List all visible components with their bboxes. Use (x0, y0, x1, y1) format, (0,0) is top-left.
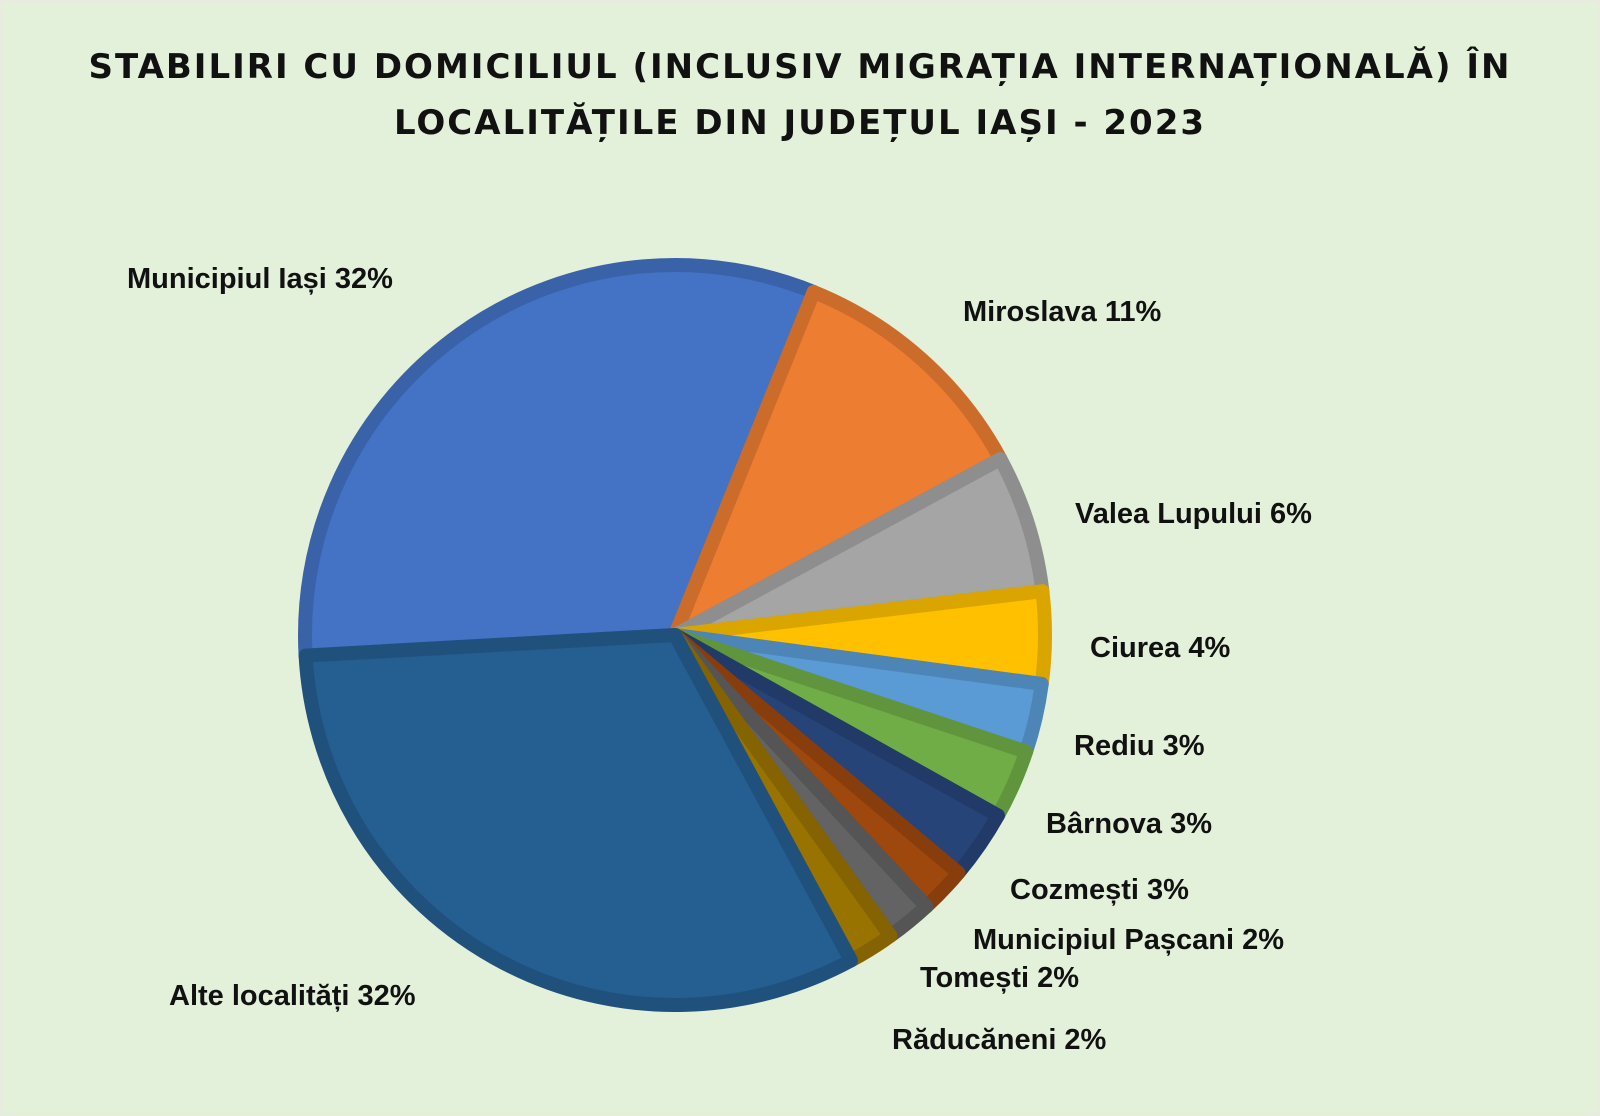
pie-label-1: Municipiul Iași 32% (127, 263, 393, 295)
chart-title: STABILIRI CU DOMICILIUL (INCLUSIV MIGRAȚ… (3, 39, 1597, 151)
pie-labels: Municipiul Iași 32% Miroslava 11% Valea Lu… (127, 263, 1312, 1056)
pie-label-7: Cozmești 3% (1010, 874, 1189, 906)
pie-chart: Municipiul Iași 32% Miroslava 11% Valea Lu… (127, 258, 1312, 1056)
pie-slice-1 (298, 258, 821, 663)
pie-label-3: Valea Lupului 6% (1075, 498, 1312, 530)
pie-label-9: Tomești 2% (920, 962, 1079, 994)
pie-slice-11 (298, 628, 858, 1012)
pie-label-2: Miroslava 11% (963, 296, 1161, 328)
pie-slice-2 (668, 284, 1008, 642)
pie-label-4: Ciurea 4% (1090, 632, 1230, 664)
pie-label-6: Bârnova 3% (1046, 808, 1212, 840)
pie-label-8: Municipiul Pașcani 2% (973, 924, 1284, 956)
pie-label-5: Rediu 3% (1074, 730, 1205, 762)
pie-label-11: Alte localități 32% (169, 980, 416, 1012)
chart-title-line-1: STABILIRI CU DOMICILIUL (INCLUSIV MIGRAȚ… (88, 47, 1512, 87)
chart-panel: STABILIRI CU DOMICILIUL (INCLUSIV MIGRAȚ… (3, 3, 1597, 1113)
pie-label-10: Răducăneni 2% (892, 1024, 1107, 1056)
chart-title-line-2: LOCALITĂȚILE DIN JUDEȚUL IAȘI - 2023 (393, 103, 1207, 143)
pie-slices (298, 258, 1052, 1012)
